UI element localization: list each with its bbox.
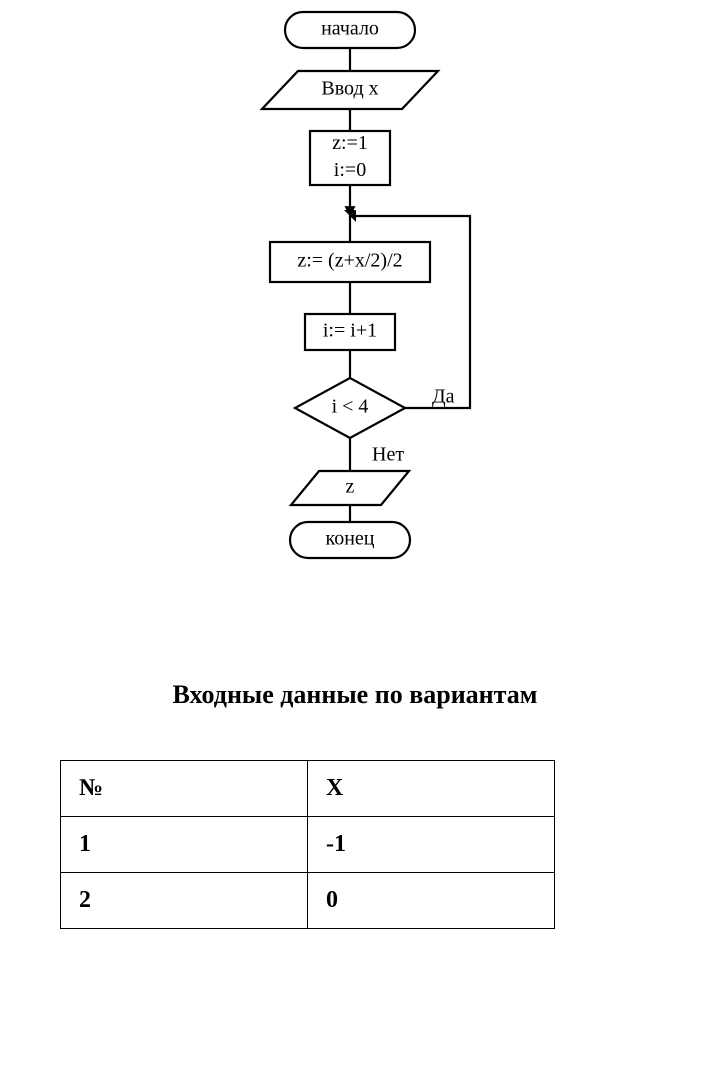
table-row: 20 [61, 873, 555, 929]
svg-text:Да: Да [432, 386, 455, 408]
table-cell: 0 [308, 873, 555, 929]
table-cell: -1 [308, 817, 555, 873]
table-cell: 2 [61, 873, 308, 929]
table-row: 1-1 [61, 817, 555, 873]
svg-text:z: z [346, 476, 355, 498]
svg-text:Нет: Нет [372, 444, 404, 466]
svg-text:i < 4: i < 4 [332, 396, 369, 418]
flowchart-svg: Нет Да начало Ввод x z:=1 i:=0 z:= (z+x/2)/2 i:… [0, 0, 710, 580]
table-header-cell: № [61, 761, 308, 817]
svg-text:z:= (z+x/2)/2: z:= (z+x/2)/2 [297, 250, 402, 272]
svg-text:z:=1: z:=1 [332, 132, 368, 154]
table-cell: 1 [61, 817, 308, 873]
svg-text:i:= i+1: i:= i+1 [323, 320, 377, 342]
svg-text:Ввод x: Ввод x [321, 78, 378, 100]
svg-text:i:=0: i:=0 [334, 159, 366, 181]
table-header-cell: X [308, 761, 555, 817]
svg-text:начало: начало [321, 18, 379, 40]
svg-text:конец: конец [326, 528, 375, 550]
input-data-heading: Входные данные по вариантам [0, 680, 710, 710]
variants-table: №X1-120 [60, 760, 555, 929]
